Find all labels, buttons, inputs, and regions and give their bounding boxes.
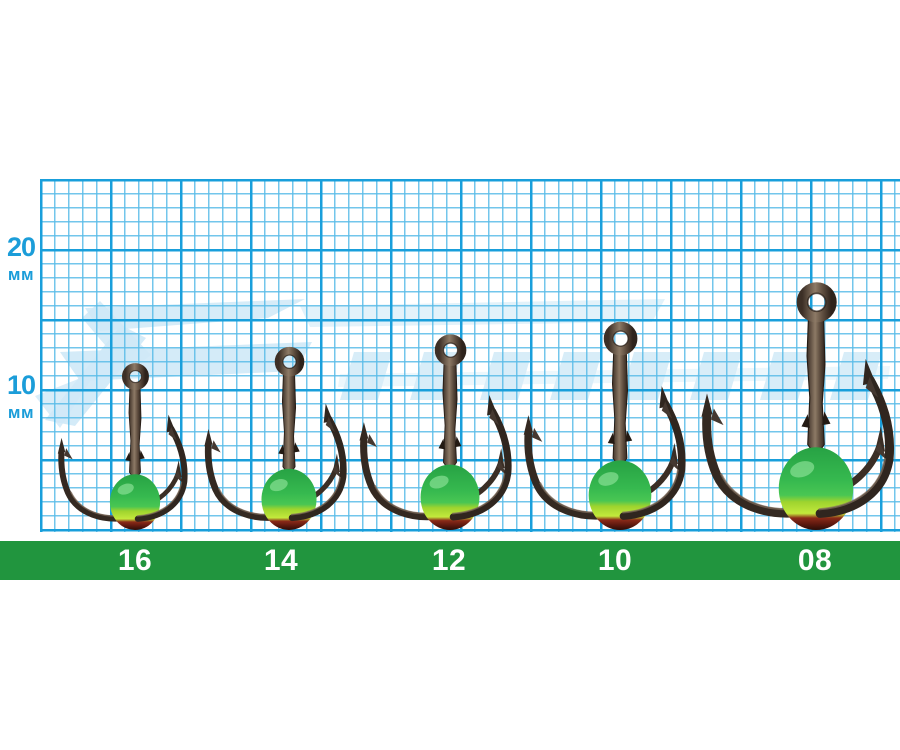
ruler-mark-value: 10 [6, 370, 36, 400]
size-label-14: 14 [263, 544, 299, 577]
size-label-10: 10 [597, 544, 633, 577]
ruler-mark-unit: мм [7, 403, 35, 422]
ruler-mark-value: 20 [6, 232, 36, 262]
size-label-12: 12 [431, 544, 467, 577]
ruler-mark-20mm: 20 мм [0, 232, 42, 284]
ruler-mark-10mm: 10 мм [0, 370, 42, 422]
size-label-08: 08 [797, 544, 833, 577]
size-label-16: 16 [117, 544, 153, 577]
ruler-mark-unit: мм [7, 265, 35, 284]
size-bar: 16 14 12 10 08 [0, 541, 900, 580]
millimeter-grid [40, 179, 900, 532]
